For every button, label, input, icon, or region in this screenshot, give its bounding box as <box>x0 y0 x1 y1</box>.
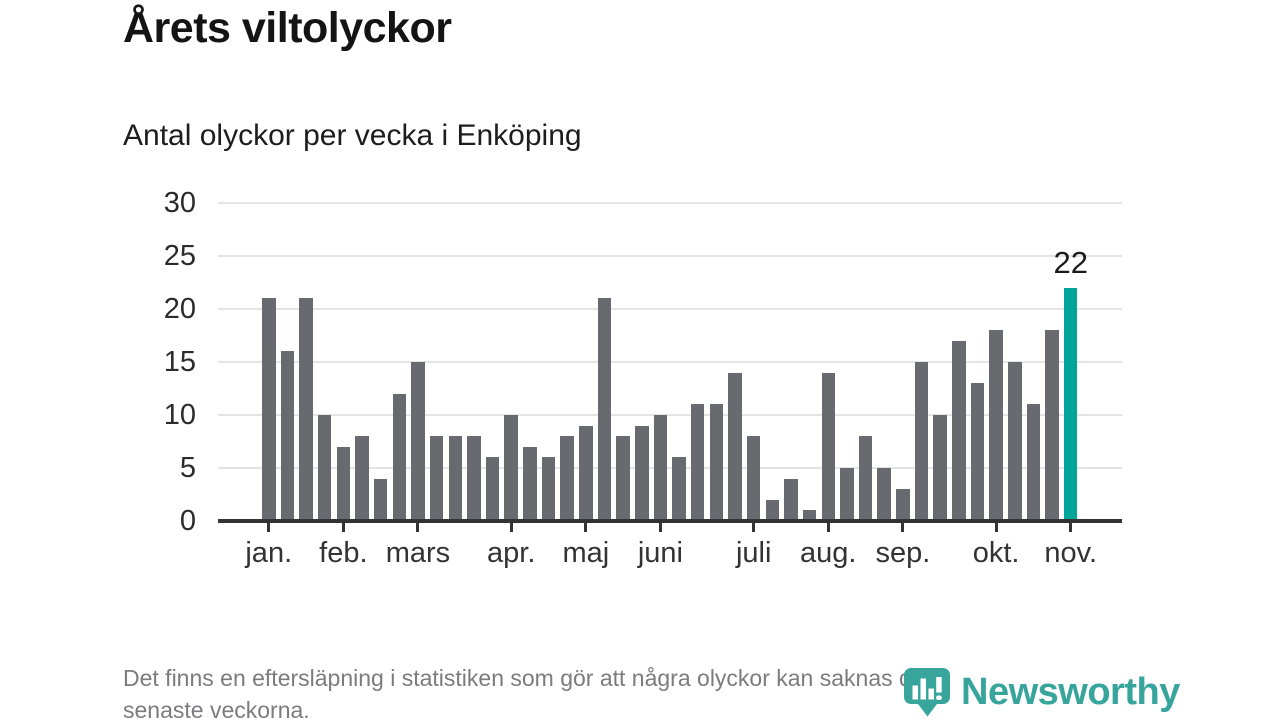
bar-week-3 <box>299 298 313 521</box>
bar-week-7 <box>373 478 388 521</box>
x-tick-aug <box>826 523 830 532</box>
bar-week-31 <box>821 372 836 521</box>
bar-week-24 <box>690 404 705 521</box>
bar-week-5 <box>336 446 351 521</box>
bar-week-42 <box>1026 404 1041 521</box>
bar-week-19 <box>597 298 612 521</box>
bar-week-6 <box>355 436 369 521</box>
gridline-20 <box>218 308 1122 310</box>
x-label-aug: aug. <box>800 537 857 569</box>
bar-week-43 <box>1045 330 1059 521</box>
bar-week-12 <box>467 436 481 521</box>
newsworthy-bubble-icon <box>904 668 950 717</box>
bar-week-27 <box>746 436 761 521</box>
bar-week-25 <box>709 404 724 521</box>
x-tick-sep <box>901 523 905 532</box>
bar-week-13 <box>485 457 500 521</box>
bar-week-41 <box>1008 362 1022 521</box>
x-label-mars: mars <box>385 537 451 569</box>
bar-week-36 <box>914 362 929 521</box>
bar-week-37 <box>933 415 947 521</box>
footnote-line-2: senaste veckorna. <box>123 697 310 720</box>
bar-week-26 <box>728 372 742 521</box>
y-label-5: 5 <box>179 452 196 484</box>
bar-week-2 <box>280 351 295 521</box>
bar-week-40 <box>989 330 1003 521</box>
x-tick-juni <box>658 523 662 532</box>
bar-week-15 <box>523 446 537 521</box>
bar-week-33 <box>858 436 873 521</box>
bar-week-21 <box>635 425 649 521</box>
gridline-15 <box>218 361 1122 363</box>
bar-week-1 <box>262 298 276 521</box>
bar-week-22 <box>653 415 668 521</box>
x-tick-nov <box>1069 523 1073 532</box>
bar-week-38 <box>952 340 966 521</box>
newsworthy-wordmark: Newsworthy <box>961 670 1180 713</box>
y-label-0: 0 <box>179 505 196 537</box>
y-label-10: 10 <box>163 399 196 431</box>
bar-week-29 <box>784 478 798 521</box>
y-label-30: 30 <box>163 187 196 219</box>
x-label-juli: juli <box>735 537 772 569</box>
bar-week-17 <box>560 436 574 521</box>
bar-week-10 <box>429 436 444 521</box>
x-label-maj: maj <box>562 537 610 569</box>
x-tick-okt <box>994 523 998 532</box>
bar-week-9 <box>411 362 425 521</box>
chart-subtitle: Antal olyckor per vecka i Enköping <box>123 119 582 152</box>
y-label-25: 25 <box>163 240 196 272</box>
x-label-apr: apr. <box>487 537 536 569</box>
footnote-line-1: Det finns en eftersläpning i statistiken… <box>123 665 925 691</box>
x-tick-mars <box>416 523 420 532</box>
x-label-juni: juni <box>637 537 683 569</box>
bar-week-4 <box>317 415 332 521</box>
gridline-25 <box>218 255 1122 257</box>
y-axis: 0 5 10 15 20 25 30 <box>90 188 196 536</box>
bar-week-35 <box>896 489 910 521</box>
bar-week-8 <box>392 393 407 521</box>
x-tick-jan <box>267 523 271 532</box>
bar-week-28 <box>765 499 780 521</box>
bar-week-20 <box>616 436 630 521</box>
bar-week-39 <box>970 383 985 521</box>
bar-week-30 <box>802 510 817 521</box>
bar-week-44 <box>1063 287 1078 521</box>
x-axis-line <box>218 519 1122 523</box>
gridline-5 <box>218 467 1122 469</box>
gridline-30 <box>218 202 1122 204</box>
footnote: Det finns en eftersläpning i statistiken… <box>123 662 1223 720</box>
bar-week-16 <box>541 457 556 521</box>
bar-week-32 <box>840 468 854 521</box>
x-label-okt: okt. <box>972 537 1020 569</box>
x-tick-juli <box>752 523 756 532</box>
x-tick-feb <box>341 523 345 532</box>
x-tick-maj <box>584 523 588 532</box>
x-label-sep: sep. <box>875 537 931 569</box>
bar-week-11 <box>448 436 462 521</box>
x-label-nov: nov. <box>1044 537 1098 569</box>
bar-week-18 <box>579 425 593 521</box>
x-label-jan: jan. <box>245 537 293 569</box>
y-label-20: 20 <box>163 293 196 325</box>
highlight-value-label: 22 <box>1053 244 1088 280</box>
x-tick-apr <box>509 523 513 532</box>
bar-week-14 <box>504 415 518 521</box>
x-label-feb: feb. <box>319 537 368 569</box>
plot-area: jan. feb. mars apr. maj juni juli aug. sep. okt. n… <box>218 202 1122 569</box>
gridline-10 <box>218 414 1122 416</box>
y-label-15: 15 <box>163 346 196 378</box>
bar-week-23 <box>672 457 686 521</box>
page-title: Årets viltolyckor <box>123 4 452 52</box>
bar-week-34 <box>877 468 891 521</box>
newsworthy-logo: Newsworthy <box>902 666 1180 718</box>
